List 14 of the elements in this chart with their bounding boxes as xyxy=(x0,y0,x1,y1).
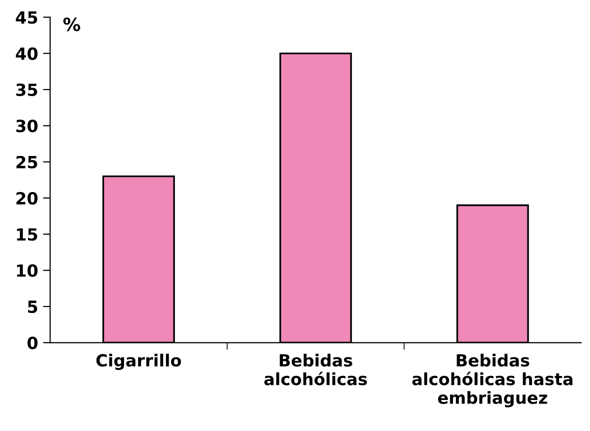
y-axis-title: % xyxy=(63,18,80,32)
y-tick-label: 0 xyxy=(28,336,38,350)
y-tick-label: 20 xyxy=(16,192,38,205)
x-tick-label: Cigarrillo xyxy=(96,354,182,370)
y-tick-label: 5 xyxy=(28,300,38,314)
y-tick-label: 15 xyxy=(17,228,38,241)
y-tick-label: 25 xyxy=(16,156,38,168)
x-tick-label: Bebidas alcohólicas hasta embriaguez xyxy=(412,354,572,408)
x-tick-label: Bebidas alcohólicas xyxy=(264,354,367,386)
y-tick-label: 10 xyxy=(17,264,38,277)
y-tick-label: 40 xyxy=(16,47,38,60)
y-tick-label: 35 xyxy=(16,84,38,96)
y-tick-label: 30 xyxy=(16,120,38,132)
y-tick-label: 45 xyxy=(16,11,38,24)
